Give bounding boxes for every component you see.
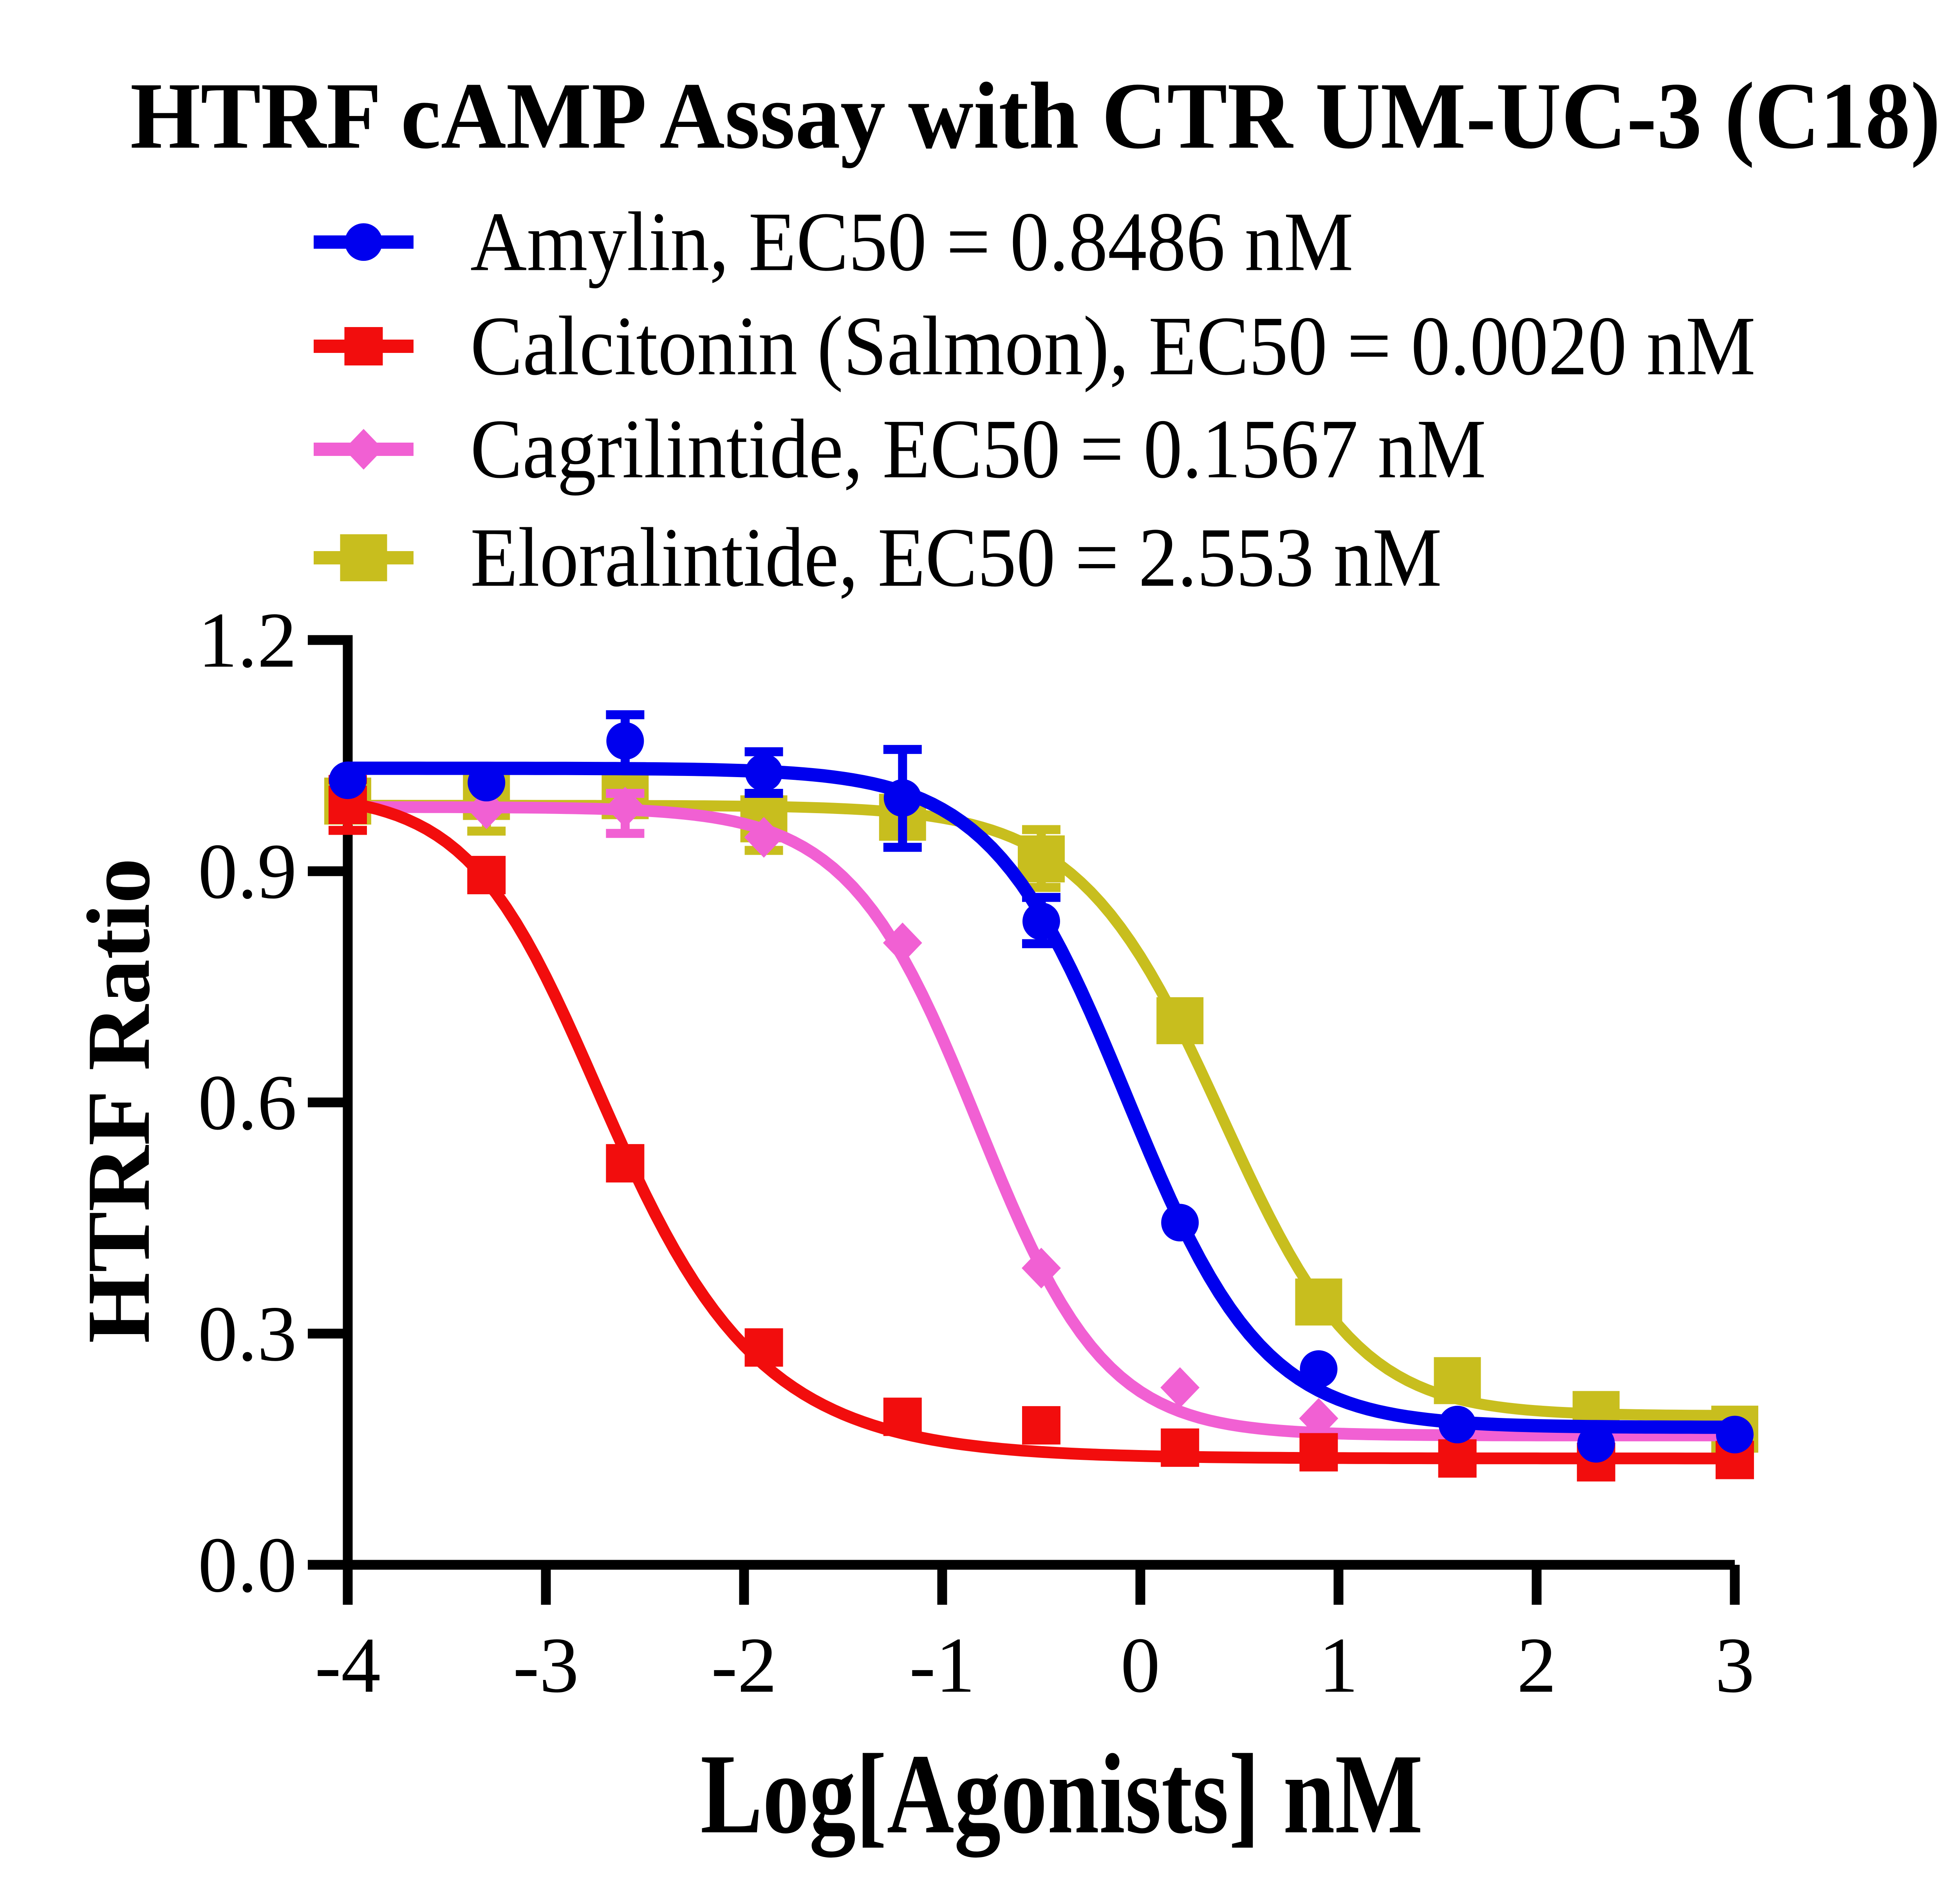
svg-text:Calcitonin (Salmon), EC50 = 0.: Calcitonin (Salmon), EC50 = 0.0020 nM — [470, 299, 1756, 393]
svg-text:Cagrilintide, EC50 = 0.1567 nM: Cagrilintide, EC50 = 0.1567 nM — [470, 402, 1486, 496]
svg-text:HTRF cAMP Assay with CTR UM-UC: HTRF cAMP Assay with CTR UM-UC-3 (C18) — [130, 63, 1941, 168]
svg-text:-4: -4 — [315, 1621, 381, 1709]
svg-text:1.2: 1.2 — [198, 596, 297, 684]
svg-text:0.0: 0.0 — [198, 1521, 297, 1609]
svg-text:2: 2 — [1517, 1621, 1557, 1709]
svg-text:0.3: 0.3 — [198, 1290, 297, 1378]
svg-text:-2: -2 — [711, 1621, 777, 1709]
svg-text:-1: -1 — [909, 1621, 975, 1709]
svg-text:0.9: 0.9 — [198, 827, 297, 915]
svg-text:Amylin, EC50 = 0.8486 nM: Amylin, EC50 = 0.8486 nM — [470, 195, 1353, 289]
svg-text:Log[Agonists] nM: Log[Agonists] nM — [701, 1731, 1423, 1859]
svg-text:0.6: 0.6 — [198, 1059, 297, 1146]
svg-text:-3: -3 — [513, 1621, 579, 1709]
svg-text:Eloralintide, EC50 = 2.553 nM: Eloralintide, EC50 = 2.553 nM — [470, 511, 1442, 604]
svg-text:HTRF Ratio: HTRF Ratio — [69, 858, 168, 1343]
svg-text:0: 0 — [1121, 1621, 1160, 1709]
svg-text:1: 1 — [1319, 1621, 1358, 1709]
svg-text:3: 3 — [1715, 1621, 1755, 1709]
